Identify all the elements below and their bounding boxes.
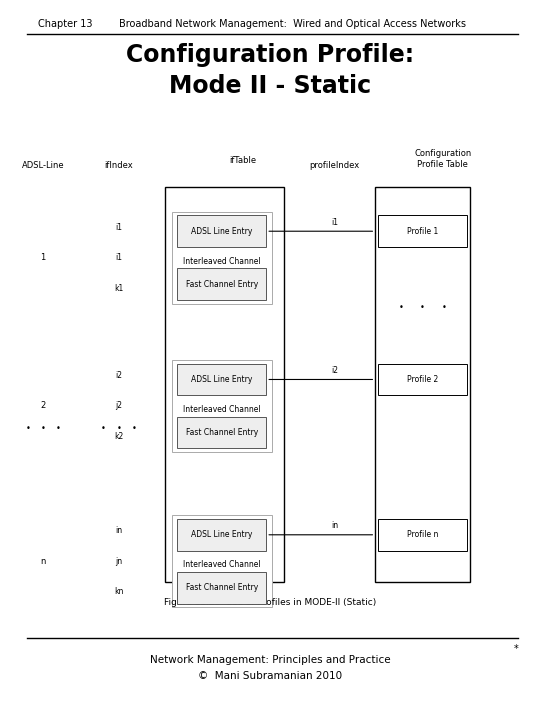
Text: •: • <box>399 303 403 311</box>
Text: •: • <box>116 424 122 433</box>
Text: Profile n: Profile n <box>407 530 438 539</box>
Text: •: • <box>259 424 265 433</box>
Text: Interleaved Channel: Interleaved Channel <box>183 405 260 414</box>
Text: Network Management: Principles and Practice: Network Management: Principles and Pract… <box>150 655 390 665</box>
Text: ADSL-Line: ADSL-Line <box>22 162 64 170</box>
Text: i2: i2 <box>332 366 338 375</box>
Text: •: • <box>240 424 246 433</box>
Bar <box>177 364 266 395</box>
Text: Chapter 13: Chapter 13 <box>38 19 92 29</box>
Bar <box>172 212 272 304</box>
Text: •: • <box>131 424 137 433</box>
Bar <box>177 572 266 604</box>
Text: jn: jn <box>115 557 123 566</box>
Text: Fast Channel Entry: Fast Channel Entry <box>186 583 258 592</box>
Text: in: in <box>115 526 123 535</box>
Text: •: • <box>240 424 246 433</box>
Text: Configuration Profile:
Mode II - Static: Configuration Profile: Mode II - Static <box>126 43 414 98</box>
Bar <box>378 215 467 247</box>
Text: •: • <box>240 424 246 433</box>
Text: 2: 2 <box>40 402 46 410</box>
Text: i1: i1 <box>332 217 338 227</box>
Text: ifIndex: ifIndex <box>104 162 133 170</box>
Bar <box>375 187 470 582</box>
Text: Broadband Network Management:  Wired and Optical Access Networks: Broadband Network Management: Wired and … <box>119 19 466 29</box>
Text: k2: k2 <box>114 432 124 441</box>
Bar <box>378 519 467 551</box>
Text: i1: i1 <box>116 253 122 262</box>
Text: ifTable: ifTable <box>230 157 256 165</box>
Bar <box>165 187 284 582</box>
Text: ADSL Line Entry: ADSL Line Entry <box>191 375 252 384</box>
Text: i1: i1 <box>116 222 122 232</box>
Text: •: • <box>442 303 447 311</box>
Bar <box>177 519 266 551</box>
Text: i2: i2 <box>116 371 122 380</box>
Text: •: • <box>240 424 246 433</box>
Text: kn: kn <box>114 587 124 597</box>
Text: ADSL Line Entry: ADSL Line Entry <box>191 227 252 236</box>
Bar <box>172 515 272 607</box>
Text: Configuration
Profile Table: Configuration Profile Table <box>414 149 471 169</box>
Bar <box>177 417 266 448</box>
Text: Fast Channel Entry: Fast Channel Entry <box>186 280 258 289</box>
Text: profileIndex: profileIndex <box>309 162 360 170</box>
Bar <box>378 364 467 395</box>
Bar <box>172 360 272 452</box>
Text: •: • <box>420 303 425 311</box>
Text: Figure 13.26  Use of Profiles in MODE-II (Static): Figure 13.26 Use of Profiles in MODE-II … <box>164 598 376 606</box>
Text: Fast Channel Entry: Fast Channel Entry <box>186 428 258 437</box>
Text: Interleaved Channel: Interleaved Channel <box>183 257 260 265</box>
Text: •: • <box>40 424 46 433</box>
Text: k1: k1 <box>114 284 124 293</box>
Text: •: • <box>221 424 227 433</box>
Text: •: • <box>56 424 61 433</box>
Text: Interleaved Channel: Interleaved Channel <box>183 561 260 569</box>
Text: •: • <box>25 424 31 433</box>
Text: ADSL Line Entry: ADSL Line Entry <box>191 530 252 539</box>
Text: j2: j2 <box>116 402 122 410</box>
Text: in: in <box>331 521 339 530</box>
Text: 1: 1 <box>40 253 46 262</box>
Text: Profile 2: Profile 2 <box>407 375 438 384</box>
Text: n: n <box>40 557 46 566</box>
Text: *: * <box>514 644 518 654</box>
Text: ©  Mani Subramanian 2010: © Mani Subramanian 2010 <box>198 671 342 681</box>
Bar <box>177 215 266 247</box>
Text: Profile 1: Profile 1 <box>407 227 438 236</box>
Bar <box>177 268 266 300</box>
Text: •: • <box>101 424 106 433</box>
